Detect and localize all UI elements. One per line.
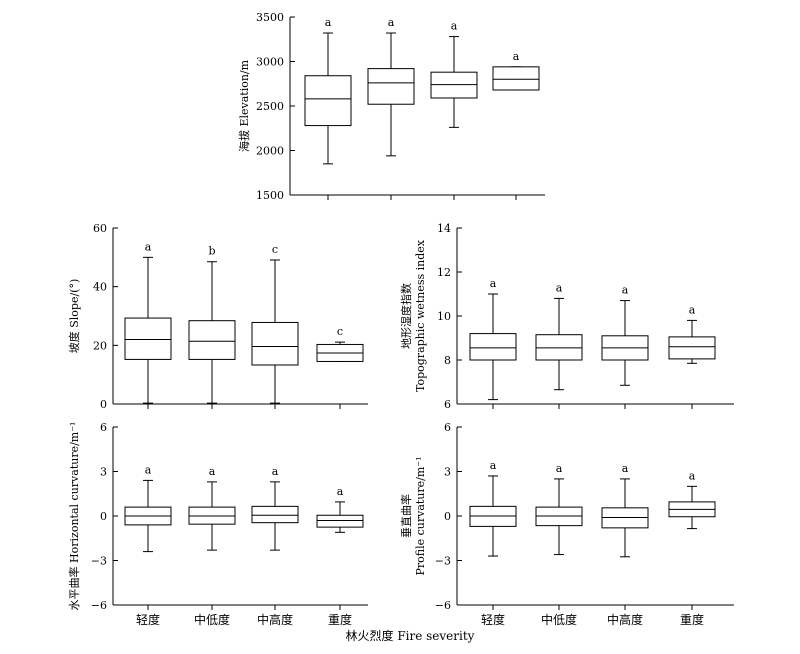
x-axis-title: 林火烈度 Fire severity (346, 628, 475, 643)
y-tick-label: 3000 (256, 56, 284, 69)
box-iqr (188, 320, 236, 360)
y-tick-label: 3 (100, 466, 107, 479)
significance-label: c (272, 243, 278, 256)
y-tick-label: 0 (100, 398, 107, 411)
significance-label: a (145, 240, 152, 253)
box-iqr (316, 514, 364, 528)
y-axis-title: 地形湿度指数Topographic wetness index (399, 239, 427, 392)
box-iqr (469, 333, 517, 361)
y-tick-label: 6 (444, 421, 451, 434)
significance-label: a (513, 50, 520, 63)
y-tick-label: 40 (93, 281, 107, 294)
significance-label: a (388, 16, 395, 29)
y-axis-title: 坡度 Slope/(°) (67, 279, 81, 354)
box-iqr (251, 321, 299, 366)
significance-label: a (209, 465, 216, 478)
box-iqr (492, 66, 540, 91)
category-label: 中低度 (194, 612, 230, 627)
significance-label: a (689, 303, 696, 316)
y-axis-title: 海拔 Elevation/m (237, 59, 251, 152)
y-tick-label: −3 (91, 555, 107, 568)
category-label: 重度 (680, 612, 704, 627)
significance-label: a (556, 281, 563, 294)
y-tick-label: 60 (93, 222, 107, 235)
y-tick-label: 2000 (256, 145, 284, 158)
y-tick-label: 10 (437, 310, 451, 323)
y-tick-label: 6 (444, 398, 451, 411)
y-tick-label: 12 (437, 266, 451, 279)
y-tick-label: 0 (100, 510, 107, 523)
significance-label: a (622, 462, 629, 475)
box-iqr (304, 75, 352, 127)
box-iqr (124, 317, 172, 360)
significance-label: a (490, 459, 497, 472)
category-label: 重度 (328, 612, 352, 627)
box-iqr (251, 505, 299, 524)
y-tick-label: 3500 (256, 11, 284, 24)
significance-label: a (451, 20, 458, 33)
significance-label: a (337, 485, 344, 498)
significance-label: a (145, 463, 152, 476)
y-tick-label: 0 (444, 510, 451, 523)
category-label: 轻度 (136, 612, 160, 627)
y-tick-label: 1500 (256, 189, 284, 202)
y-tick-label: 14 (437, 222, 451, 235)
category-label: 中高度 (257, 612, 293, 627)
significance-label: a (325, 16, 332, 29)
significance-label: b (208, 245, 215, 258)
box-iqr (535, 334, 583, 361)
box-iqr (367, 68, 415, 105)
significance-label: a (622, 284, 629, 297)
significance-label: a (556, 462, 563, 475)
box-iqr (668, 336, 716, 360)
y-tick-label: 3 (444, 466, 451, 479)
significance-label: a (272, 465, 279, 478)
significance-label: a (490, 277, 497, 290)
significance-label: c (337, 325, 343, 338)
y-tick-label: 8 (444, 354, 451, 367)
category-label: 中低度 (541, 612, 577, 627)
y-axis-title: 垂直曲率Profile curvature/m⁻¹ (399, 456, 427, 575)
y-tick-label: −3 (435, 555, 451, 568)
y-tick-label: −6 (91, 599, 107, 612)
y-tick-label: 2500 (256, 100, 284, 113)
significance-label: a (689, 469, 696, 482)
y-tick-label: 20 (93, 339, 107, 352)
category-label: 中高度 (607, 612, 643, 627)
y-tick-label: 6 (100, 421, 107, 434)
y-tick-label: −6 (435, 599, 451, 612)
y-axis-title: 水平曲率 Horizontal curvature/m⁻¹ (67, 422, 81, 611)
category-label: 轻度 (481, 612, 505, 627)
